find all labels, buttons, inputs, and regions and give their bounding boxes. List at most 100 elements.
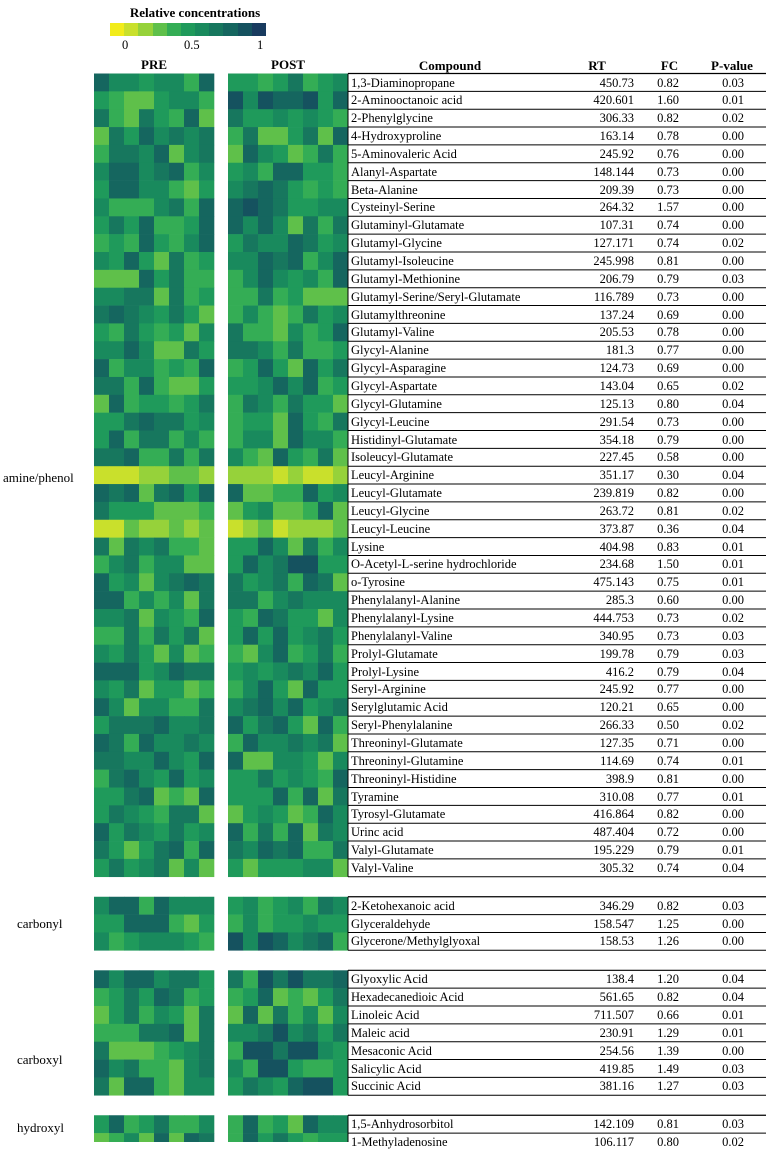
heatmap-cell xyxy=(303,1023,319,1042)
heatmap-cell xyxy=(273,198,289,217)
compound-fc: 0.66 xyxy=(657,1008,679,1022)
compound-pvalue: 0.00 xyxy=(722,450,744,465)
heatmap-cell xyxy=(273,252,289,271)
heatmap-cell xyxy=(288,537,304,556)
compound-fc: 0.79 xyxy=(657,432,679,447)
heatmap-cell xyxy=(333,91,349,110)
compound-name: Isoleucyl-Glutamate xyxy=(351,450,454,465)
heatmap-cell xyxy=(288,1006,304,1025)
heatmap-cell xyxy=(303,733,319,753)
heatmap-cell xyxy=(243,127,259,146)
heatmap-cell xyxy=(154,1115,170,1134)
heatmap-cell xyxy=(139,858,155,878)
heatmap-cell xyxy=(184,858,200,878)
heatmap-cell xyxy=(303,644,319,663)
heatmap-cell xyxy=(154,787,170,806)
heatmap-cell xyxy=(94,932,110,951)
heatmap-cell xyxy=(228,109,244,128)
heatmap-cell xyxy=(333,412,349,431)
heatmap-cell xyxy=(124,626,140,645)
compound-name: Glyceraldehyde xyxy=(351,916,431,931)
heatmap-cell xyxy=(94,216,110,235)
heatmap-cell xyxy=(139,287,155,306)
heatmap-cell xyxy=(228,127,244,146)
heatmap-cell xyxy=(169,269,185,288)
heatmap-cell xyxy=(124,769,140,788)
heatmap-cell xyxy=(184,841,200,860)
compound-rt: 138.4 xyxy=(605,972,634,987)
heatmap-cell xyxy=(169,1115,185,1134)
compound-fc: 0.83 xyxy=(657,539,679,554)
legend-swatch xyxy=(195,23,210,36)
heatmap-cell xyxy=(273,896,289,915)
heatmap-cell xyxy=(169,555,185,574)
heatmap-cell xyxy=(109,555,125,574)
heatmap-cell xyxy=(333,305,349,324)
compound-name: Histidinyl-Glutamate xyxy=(351,432,458,447)
heatmap-cell xyxy=(154,484,170,503)
heatmap-cell xyxy=(124,1041,140,1060)
heatmap-cell xyxy=(124,555,140,574)
legend-swatch xyxy=(166,23,182,36)
compound-pvalue: 0.00 xyxy=(722,771,744,786)
compound-name: Prolyl-Lysine xyxy=(351,664,420,679)
heatmap-cell xyxy=(228,323,244,342)
heatmap-cell xyxy=(303,109,319,128)
heatmap-cell xyxy=(318,394,334,413)
heatmap-cell xyxy=(94,841,110,860)
heatmap-cell xyxy=(154,109,170,128)
heatmap-cell xyxy=(303,501,319,521)
heatmap-cell xyxy=(303,412,319,431)
heatmap-cell xyxy=(288,896,304,915)
heatmap-cell xyxy=(154,805,170,824)
heatmap-cell xyxy=(303,198,319,217)
heatmap-cell xyxy=(199,252,215,271)
heatmap-cell xyxy=(139,1059,155,1078)
heatmap-cell xyxy=(169,1006,185,1025)
heatmap-cell xyxy=(318,430,334,449)
heatmap-cell xyxy=(288,988,304,1007)
heatmap-cell xyxy=(273,109,289,128)
legend-colorbar xyxy=(110,23,267,36)
compound-fc: 0.77 xyxy=(657,789,679,804)
heatmap-cell xyxy=(333,448,349,467)
heatmap-cell xyxy=(273,412,289,431)
compound-rt: 263.72 xyxy=(599,503,634,518)
heatmap-cell xyxy=(94,609,110,628)
heatmap-cell xyxy=(333,394,349,413)
compound-rt: 125.13 xyxy=(599,396,634,411)
heatmap-cell xyxy=(243,376,259,396)
compound-fc: 0.82 xyxy=(657,486,679,501)
compound-fc: 0.79 xyxy=(657,843,679,858)
compound-fc: 0.81 xyxy=(657,503,679,518)
compound-pvalue: 0.00 xyxy=(722,307,744,322)
compound-fc: 0.69 xyxy=(657,361,679,376)
compound-pvalue: 0.01 xyxy=(722,789,744,804)
compound-rt: 163.14 xyxy=(599,129,634,144)
heatmap-cell xyxy=(169,1133,185,1142)
heatmap-cell xyxy=(258,787,274,806)
heatmap-cell xyxy=(273,662,289,681)
heatmap-cell xyxy=(139,970,155,989)
heatmap-cell xyxy=(273,359,289,378)
heatmap-cell xyxy=(154,733,170,753)
compound-name: 4-Hydroxyproline xyxy=(351,129,442,144)
heatmap-cell xyxy=(184,359,200,378)
heatmap-cell xyxy=(288,1023,304,1042)
compound-pvalue: 0.01 xyxy=(722,557,744,572)
heatmap-cell xyxy=(333,1133,349,1142)
compound-rt: 181.3 xyxy=(605,343,634,358)
heatmap-cell xyxy=(139,376,155,396)
compound-name: Alanyl-Aspartate xyxy=(351,164,438,179)
heatmap-cell xyxy=(154,448,170,467)
compound-pvalue: 0.03 xyxy=(722,75,744,90)
heatmap-cell xyxy=(124,896,140,915)
compound-rt: 245.998 xyxy=(593,254,634,268)
heatmap-cell xyxy=(258,1133,274,1142)
heatmap-cell xyxy=(273,501,289,521)
heatmap-cell xyxy=(139,234,155,253)
heatmap-cell xyxy=(258,1006,274,1025)
compound-name: Phenylalanyl-Alanine xyxy=(351,593,460,608)
heatmap-cell xyxy=(333,1023,349,1042)
heatmap-cell xyxy=(109,591,125,610)
